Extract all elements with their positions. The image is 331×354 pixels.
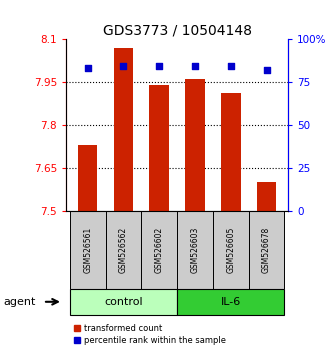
- Point: [121, 64, 126, 69]
- Point: [157, 64, 162, 69]
- Text: GSM526561: GSM526561: [83, 227, 92, 273]
- Bar: [213, 211, 249, 289]
- Text: GSM526678: GSM526678: [262, 227, 271, 273]
- Bar: [114, 47, 133, 211]
- Bar: [177, 211, 213, 289]
- Bar: [70, 211, 106, 289]
- Bar: [177, 289, 284, 315]
- Text: agent: agent: [3, 297, 36, 307]
- Text: IL-6: IL-6: [221, 297, 241, 307]
- Bar: [141, 211, 177, 289]
- Text: GSM526603: GSM526603: [190, 226, 200, 273]
- Point: [228, 64, 233, 69]
- Bar: [78, 145, 98, 211]
- Bar: [106, 211, 141, 289]
- Text: GSM526562: GSM526562: [119, 227, 128, 273]
- Bar: [249, 211, 284, 289]
- Point: [85, 65, 90, 71]
- Text: GSM526602: GSM526602: [155, 227, 164, 273]
- Bar: [257, 182, 276, 211]
- Text: GSM526605: GSM526605: [226, 226, 235, 273]
- Bar: [185, 79, 205, 211]
- Bar: [149, 85, 169, 211]
- Legend: transformed count, percentile rank within the sample: transformed count, percentile rank withi…: [71, 321, 229, 348]
- Title: GDS3773 / 10504148: GDS3773 / 10504148: [103, 24, 252, 38]
- Text: control: control: [104, 297, 143, 307]
- Bar: [70, 289, 177, 315]
- Point: [192, 64, 198, 69]
- Point: [264, 67, 269, 73]
- Bar: [221, 93, 241, 211]
